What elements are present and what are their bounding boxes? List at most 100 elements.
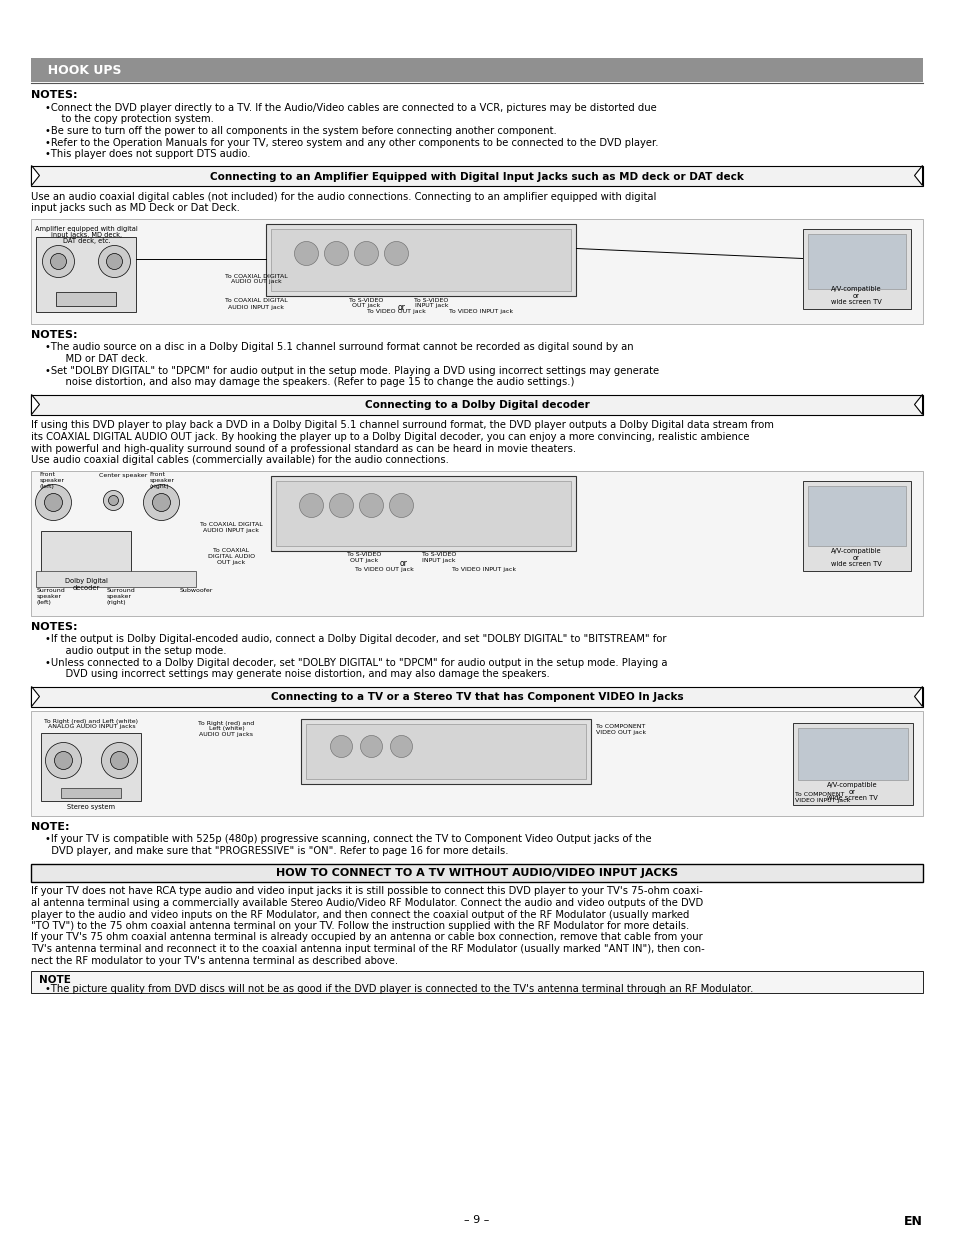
Text: To COMPONENT
VIDEO OUT jack: To COMPONENT VIDEO OUT jack [596,725,646,735]
Text: To VIDEO INPUT jack: To VIDEO INPUT jack [449,310,513,315]
Text: wide screen TV: wide screen TV [830,299,881,305]
Text: To S-VIDEO
INPUT jack: To S-VIDEO INPUT jack [421,552,456,563]
Text: NOTE:: NOTE: [31,821,70,831]
Text: •Connect the DVD player directly to a TV. If the Audio/Video cables are connecte: •Connect the DVD player directly to a TV… [46,103,657,112]
Bar [266,224,576,295]
Text: its COAXIAL DIGITAL AUDIO OUT jack. By hooking the player up to a Dolby Digital : its COAXIAL DIGITAL AUDIO OUT jack. By h… [31,432,749,442]
Circle shape [109,495,118,505]
Text: Subwoofer: Subwoofer [179,589,213,594]
Circle shape [294,242,318,266]
Polygon shape [31,687,39,706]
Circle shape [152,494,171,511]
Text: NOTE: NOTE [39,974,71,986]
Text: DVD using incorrect settings may generate noise distortion, and may also damage : DVD using incorrect settings may generat… [53,669,550,679]
Bar [31,710,922,815]
Circle shape [51,253,67,269]
Text: If your TV's 75 ohm coaxial antenna terminal is already occupied by an antenna o: If your TV's 75 ohm coaxial antenna term… [31,932,702,942]
Text: OUT jack: OUT jack [352,304,380,309]
Bar [801,228,909,309]
Text: A/V-compatible: A/V-compatible [830,287,881,293]
Circle shape [324,242,348,266]
Text: NOTES:: NOTES: [31,330,78,340]
Bar [36,236,136,311]
Circle shape [98,246,131,278]
Text: To S-VIDEO: To S-VIDEO [414,298,448,303]
Text: •If the output is Dolby Digital-encoded audio, connect a Dolby Digital decoder, : •If the output is Dolby Digital-encoded … [46,635,666,645]
Text: •This player does not support DTS audio.: •This player does not support DTS audio. [46,149,251,159]
Text: NOTES:: NOTES: [31,621,78,631]
Polygon shape [31,165,39,185]
Text: To Right (red) and
Left (white)
AUDIO OUT jacks: To Right (red) and Left (white) AUDIO OU… [198,720,254,737]
Text: A/V-compatible: A/V-compatible [826,783,877,788]
Text: To COAXIAL DIGITAL
AUDIO INPUT jack: To COAXIAL DIGITAL AUDIO INPUT jack [200,522,263,534]
Text: Connecting to a Dolby Digital decoder: Connecting to a Dolby Digital decoder [364,400,589,410]
Text: Connecting to an Amplifier Equipped with Digital Input Jacks such as MD deck or : Connecting to an Amplifier Equipped with… [210,172,743,182]
Text: To Right (red) and Left (white)
ANALOG AUDIO INPUT jacks: To Right (red) and Left (white) ANALOG A… [45,719,138,730]
Text: Front
speaker
(right): Front speaker (right) [150,473,174,489]
Bar [31,863,922,882]
Text: TV's antenna terminal and reconnect it to the coaxial antenna input terminal of : TV's antenna terminal and reconnect it t… [31,944,704,953]
Text: INPUT jack: INPUT jack [415,304,448,309]
Bar [56,291,116,305]
Text: – 9 –: – 9 – [464,1215,489,1225]
Text: Surround
speaker
(right): Surround speaker (right) [107,589,135,605]
Text: •Set "DOLBY DIGITAL" to "DPCM" for audio output in the setup mode. Playing a DVD: •Set "DOLBY DIGITAL" to "DPCM" for audio… [46,366,659,375]
Polygon shape [914,165,922,185]
Text: A/V-compatible: A/V-compatible [830,548,881,555]
Text: "TO TV") to the 75 ohm coaxial antenna terminal on your TV. Follow the instructi: "TO TV") to the 75 ohm coaxial antenna t… [31,921,689,931]
Bar [36,571,196,587]
Text: wide screen TV: wide screen TV [830,561,881,567]
Text: input jacks, MD deck,: input jacks, MD deck, [51,232,122,238]
Circle shape [107,253,122,269]
Bar [41,732,141,800]
Text: •Unless connected to a Dolby Digital decoder, set "DOLBY DIGITAL" to "DPCM" for : •Unless connected to a Dolby Digital dec… [46,657,667,667]
Text: •If your TV is compatible with 525p (480p) progressive scanning, connect the TV : •If your TV is compatible with 525p (480… [46,835,652,845]
Text: noise distortion, and also may damage the speakers. (Refer to page 15 to change : noise distortion, and also may damage th… [53,377,575,387]
Text: Stereo system: Stereo system [68,804,115,809]
Text: If using this DVD player to play back a DVD in a Dolby Digital 5.1 channel surro: If using this DVD player to play back a … [31,420,774,431]
Text: DAT deck, etc.: DAT deck, etc. [63,238,111,245]
Text: audio output in the setup mode.: audio output in the setup mode. [53,646,227,656]
Text: NOTES:: NOTES: [31,90,78,100]
Text: to the copy protection system.: to the copy protection system. [50,115,214,125]
Bar [31,471,922,615]
Text: AUDIO OUT jack: AUDIO OUT jack [231,279,281,284]
Text: •The audio source on a disc in a Dolby Digital 5.1 channel surround format canno: •The audio source on a disc in a Dolby D… [46,342,634,352]
Circle shape [389,494,413,517]
Circle shape [111,752,129,769]
Text: •Refer to the Operation Manuals for your TV, stereo system and any other compone: •Refer to the Operation Manuals for your… [46,137,659,147]
Text: If your TV does not have RCA type audio and video input jacks it is still possib: If your TV does not have RCA type audio … [31,887,702,897]
Text: HOOK UPS: HOOK UPS [39,64,122,78]
Circle shape [359,494,383,517]
Bar [31,165,922,185]
Text: To S-VIDEO: To S-VIDEO [349,298,383,303]
Text: nect the RF modulator to your TV's antenna terminal as described above.: nect the RF modulator to your TV's anten… [31,956,398,966]
Text: To VIDEO OUT jack: To VIDEO OUT jack [367,310,425,315]
Bar [272,228,571,290]
Text: DVD player, and make sure that "PROGRESSIVE" is "ON". Refer to page 16 for more : DVD player, and make sure that "PROGRESS… [46,846,509,856]
Text: or: or [848,788,855,794]
Text: To COAXIAL
DIGITAL AUDIO
OUT jack: To COAXIAL DIGITAL AUDIO OUT jack [208,548,254,566]
Bar [792,722,912,804]
Circle shape [103,490,123,510]
Text: wide screen TV: wide screen TV [826,794,877,800]
Circle shape [355,242,378,266]
Bar [272,475,576,551]
Circle shape [299,494,323,517]
Text: or: or [397,303,405,311]
Text: To COAXIAL DIGITAL: To COAXIAL DIGITAL [225,273,288,279]
Bar [306,724,586,778]
Circle shape [330,736,352,757]
Text: Connecting to a TV or a Stereo TV that has Component VIDEO In Jacks: Connecting to a TV or a Stereo TV that h… [271,693,682,703]
Text: To COMPONENT
VIDEO INPUT jack: To COMPONENT VIDEO INPUT jack [794,793,849,803]
Bar [301,719,591,783]
Text: input jacks such as MD Deck or Dat Deck.: input jacks such as MD Deck or Dat Deck. [31,203,240,212]
Bar [31,394,922,415]
Text: or: or [852,555,859,561]
Text: Amplifier equipped with digital: Amplifier equipped with digital [35,226,138,232]
Circle shape [329,494,354,517]
Circle shape [390,736,412,757]
Text: Front
speaker
(left): Front speaker (left) [39,473,65,489]
Polygon shape [914,394,922,415]
Text: •The picture quality from DVD discs will not be as good if the DVD player is con: •The picture quality from DVD discs will… [46,984,753,994]
